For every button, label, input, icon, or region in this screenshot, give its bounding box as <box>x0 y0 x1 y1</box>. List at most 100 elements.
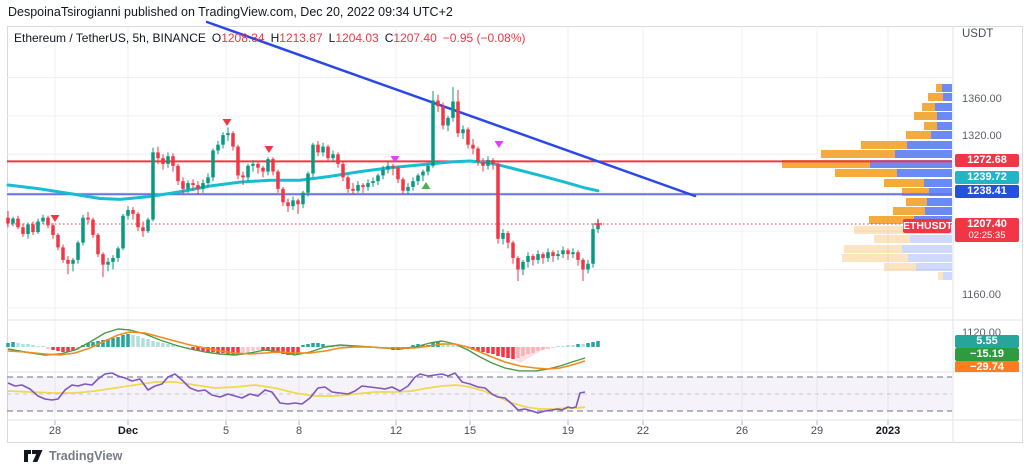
candle <box>476 148 480 162</box>
change-value: −0.95 (−0.08%) <box>442 31 526 45</box>
macd-hist-bar <box>546 347 550 349</box>
macd-hist-bar <box>71 347 75 351</box>
time-axis[interactable]: 28 Dec 5 8 12 15 19 22 26 29 2023 <box>7 421 954 443</box>
macd-hist-bar <box>561 346 565 347</box>
price-axis[interactable]: USDT 1360.001320.001280.001160.001120.00… <box>954 26 1024 443</box>
candle <box>461 129 465 134</box>
time-tick-label: 8 <box>295 425 303 437</box>
candle <box>116 248 120 258</box>
profile-bar-gold <box>936 84 942 92</box>
macd-hist-bar <box>496 347 500 356</box>
candle <box>466 129 470 145</box>
macd-hist-bar <box>26 344 30 347</box>
macd-hist-bar <box>6 343 10 347</box>
macd-hist-bar <box>221 347 225 353</box>
macd-hist-bar <box>131 335 135 347</box>
candle <box>591 229 595 264</box>
macd-orange-line <box>7 331 586 370</box>
macd-hist-bar <box>441 343 445 347</box>
symbol-title[interactable]: Ethereum / TetherUS, 5h, BINANCE <box>14 31 206 45</box>
axis-badge: −15.19 <box>955 348 1019 361</box>
ohlc-values: O1208.34 H1213.87 L1204.03 C1207.40 <box>206 31 437 45</box>
candle <box>531 256 535 260</box>
profile-bar-gold <box>906 198 927 206</box>
macd-hist-bar <box>241 347 245 354</box>
time-tick-label: 2023 <box>875 425 901 437</box>
candle <box>211 150 215 178</box>
tradingview-logo-icon <box>24 450 43 462</box>
candle <box>346 177 350 189</box>
profile-bar-blue <box>935 103 952 111</box>
candle <box>201 183 205 189</box>
axis-currency-label: USDT <box>962 28 994 40</box>
price-tick: 1360.00 <box>962 93 1002 105</box>
candle <box>381 169 385 176</box>
candle <box>156 152 160 159</box>
time-tick-label: 12 <box>389 425 403 437</box>
candle <box>271 159 275 172</box>
candle <box>161 158 165 164</box>
candle <box>421 171 425 176</box>
macd-hist-bar <box>246 347 250 353</box>
profile-bar-blue <box>927 198 952 206</box>
macd-hist-bar <box>206 347 210 352</box>
macd-hist-bar <box>56 347 60 351</box>
axis-badge: 1239.72 <box>955 171 1019 184</box>
macd-hist-bar <box>336 346 340 347</box>
macd-hist-bar <box>41 346 45 347</box>
macd-hist-bar <box>566 345 570 347</box>
tradingview-attribution[interactable]: TradingView <box>24 449 122 463</box>
macd-hist-bar <box>341 346 345 347</box>
rsi-ma-line <box>7 381 586 410</box>
candle <box>216 144 220 151</box>
profile-bar-gold <box>914 112 937 120</box>
candle <box>501 233 505 239</box>
macd-hist-bar <box>481 347 485 352</box>
macd-hist-bar <box>161 343 165 347</box>
profile-bar-blue <box>929 188 952 196</box>
profile-bar-gold <box>893 207 925 215</box>
profile-bar-gold <box>874 235 910 243</box>
profile-bar-blue <box>937 112 952 120</box>
candle <box>306 173 310 193</box>
candle <box>561 250 565 255</box>
candle <box>386 165 390 170</box>
profile-bar-gold <box>854 226 906 234</box>
symbol-legend: Ethereum / TetherUS, 5h, BINANCE O1208.34… <box>14 31 526 45</box>
candle <box>556 254 560 257</box>
candle <box>101 254 105 265</box>
candle <box>141 227 145 232</box>
candle <box>51 225 55 235</box>
macd-hist-bar <box>301 345 305 347</box>
candle <box>181 181 185 189</box>
macd-hist-bar <box>556 346 560 347</box>
macd-hist-bar <box>486 347 490 353</box>
axis-badge: 1238.41 <box>955 185 1019 198</box>
macd-hist-bar <box>591 342 595 347</box>
candle <box>121 215 125 249</box>
candle <box>36 221 40 233</box>
candle <box>376 175 380 182</box>
candle <box>91 219 95 235</box>
macd-hist-bar <box>21 344 25 347</box>
macd-hist-bar <box>16 343 20 347</box>
macd-hist-bar <box>231 347 235 355</box>
macd-hist-bar <box>166 344 170 347</box>
price-badges: 1272.68 1239.72 1238.41 1207.40 02:25:35 5.55… <box>954 26 1024 372</box>
time-tick-label: 22 <box>636 425 650 437</box>
macd-hist-bar <box>271 347 275 352</box>
candle <box>136 213 140 228</box>
ohlc-c: C1207.40 <box>384 31 437 45</box>
candle <box>326 146 330 159</box>
candle <box>251 163 255 166</box>
candle <box>96 234 100 255</box>
candle <box>16 218 20 228</box>
descending-trendline[interactable] <box>205 20 697 198</box>
candle <box>481 161 485 166</box>
ohlc-h: H1213.87 <box>270 31 323 45</box>
candle <box>131 209 135 214</box>
macd-hist-bar <box>191 347 195 350</box>
profile-bar-gold <box>884 179 924 187</box>
candle <box>86 217 90 220</box>
